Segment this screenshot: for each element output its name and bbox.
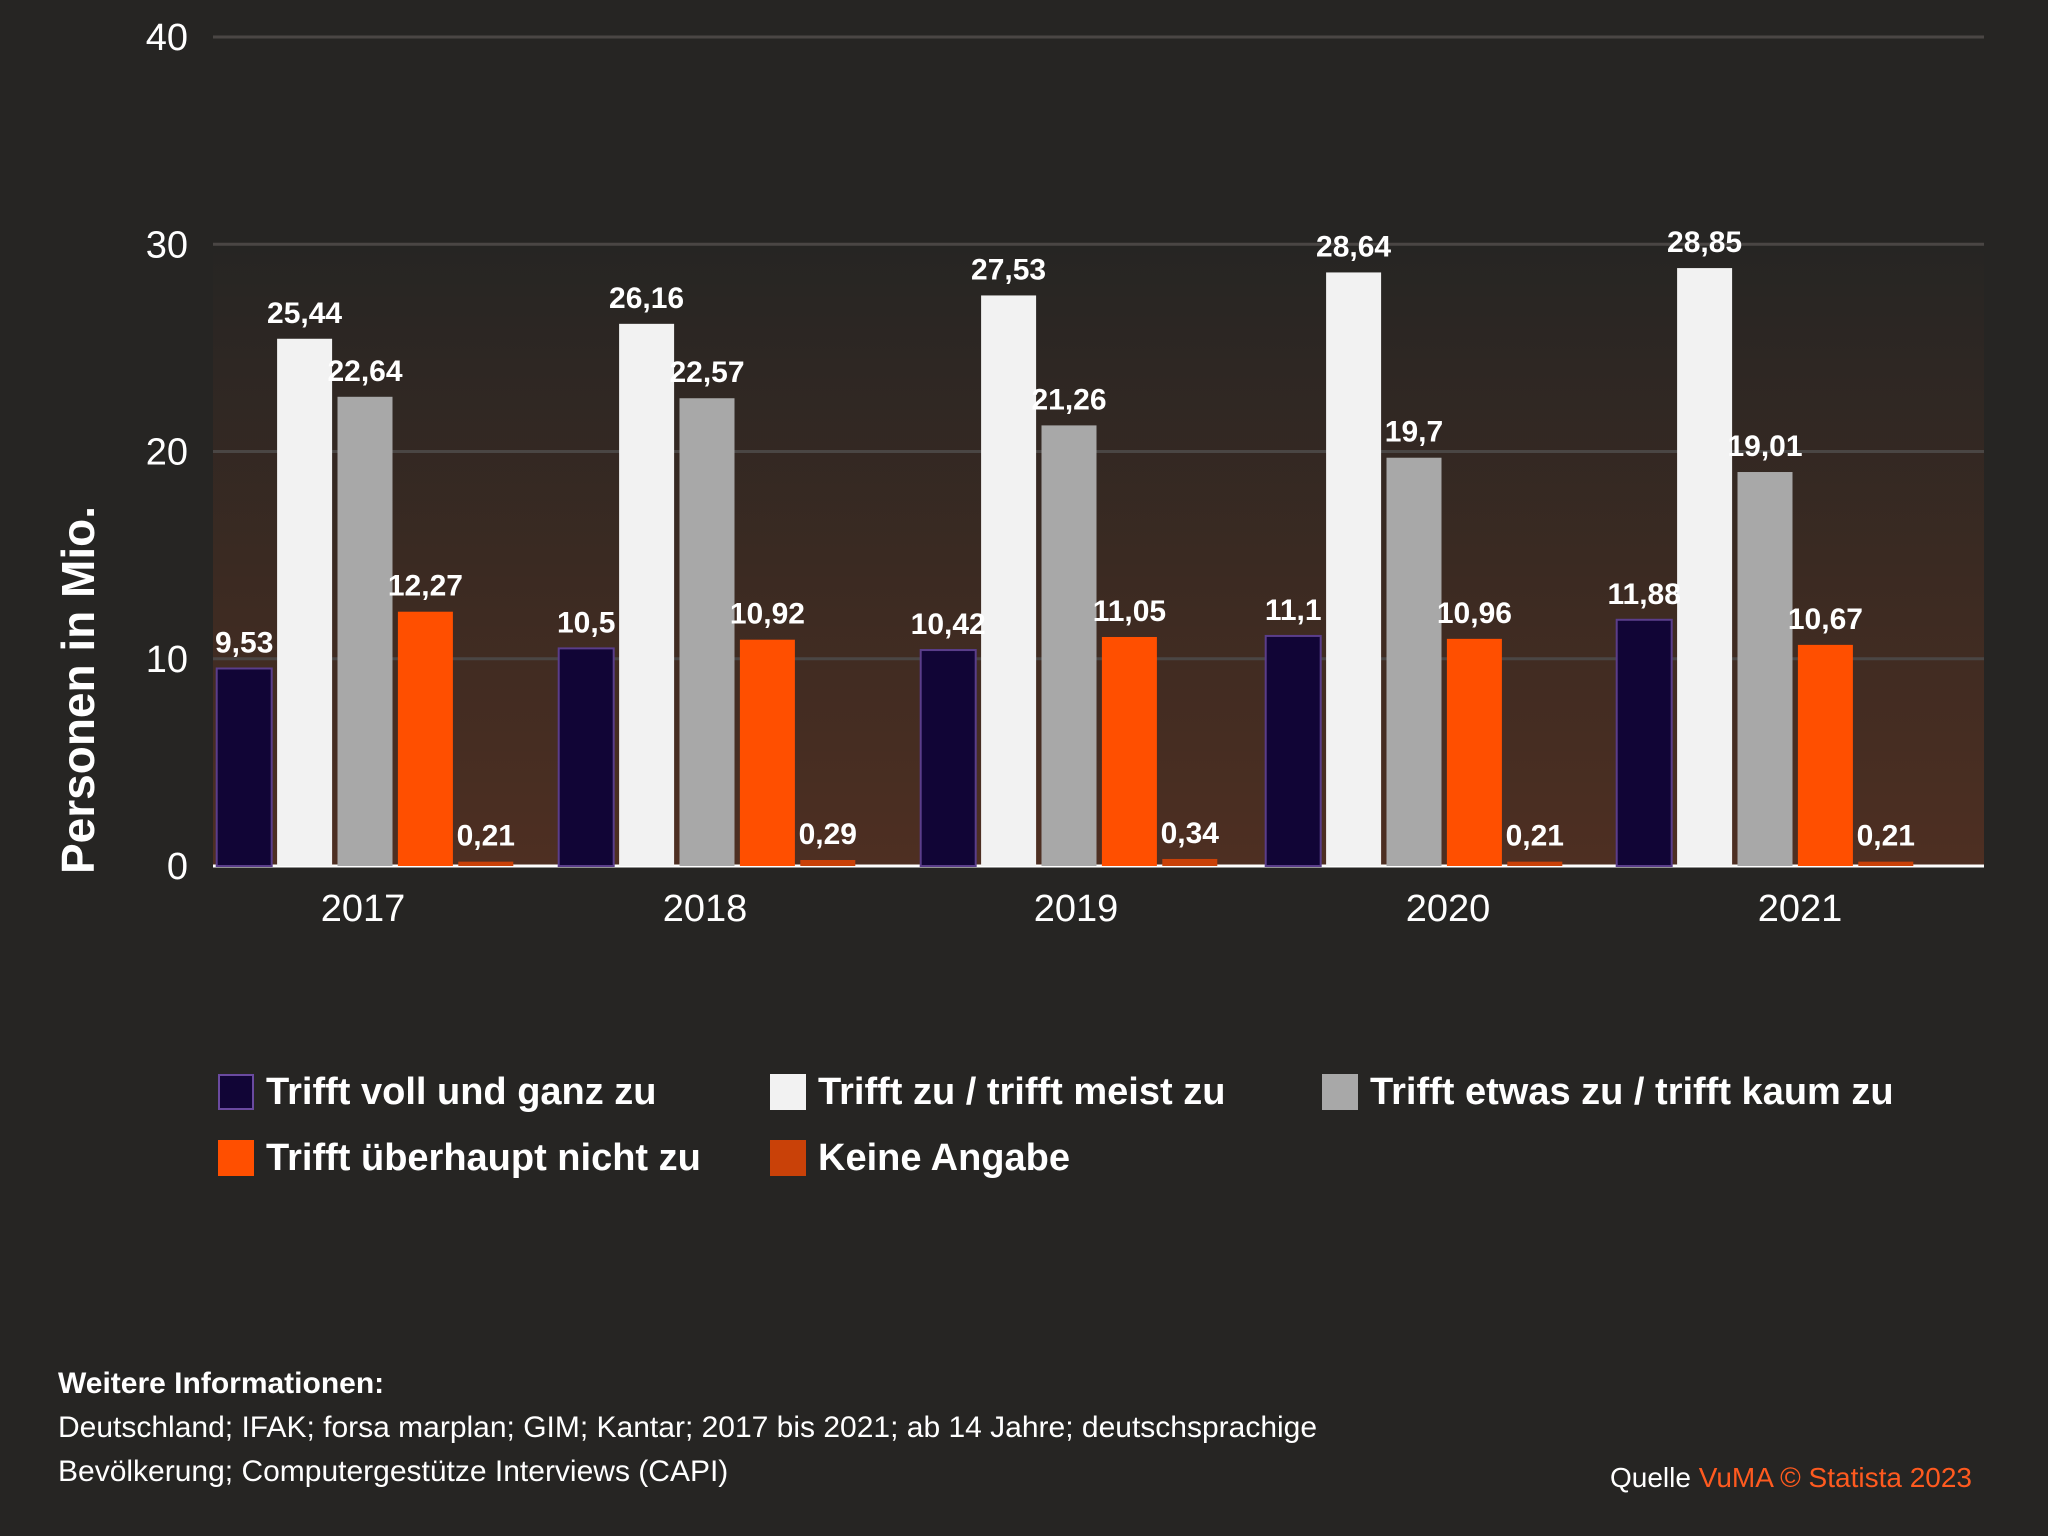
data-label-2021-series-2: 28,85	[1667, 226, 1742, 259]
bar-2018-series-3	[679, 398, 735, 866]
data-label-2017-series-1: 9,53	[215, 626, 273, 659]
y-axis-title: Personen in Mio.	[52, 506, 104, 874]
bar-2021-series-2	[1677, 268, 1733, 866]
source: Quelle VuMA © Statista 2023	[1610, 1462, 1972, 1494]
bar-2017-series-4	[397, 611, 453, 866]
bar-2021-series-5	[1858, 861, 1914, 866]
bar-2019-series-3	[1041, 425, 1097, 866]
data-label-2020-series-4: 10,96	[1437, 597, 1512, 630]
data-label-2020-series-1: 11,1	[1265, 594, 1322, 627]
bar-2019-series-5	[1162, 858, 1218, 866]
legend-item-1: Trifft voll und ganz zu	[218, 1070, 770, 1114]
legend-swatch	[770, 1140, 806, 1176]
legend: Trifft voll und ganz zu Trifft zu / triff…	[218, 1070, 1978, 1180]
legend-item-2: Trifft zu / trifft meist zu	[770, 1070, 1322, 1114]
legend-label: Keine Angabe	[818, 1136, 1070, 1179]
y-tick-label: 20	[146, 432, 188, 474]
bar-2021-series-3	[1737, 472, 1793, 866]
bar-2020-series-4	[1446, 638, 1502, 866]
info-text-line-1: Deutschland; IFAK; forsa marplan; GIM; K…	[58, 1411, 1318, 1444]
legend-label: Trifft voll und ganz zu	[266, 1070, 657, 1113]
bar-2020-series-3	[1386, 457, 1442, 866]
data-label-2019-series-2: 27,53	[971, 253, 1046, 286]
data-label-2021-series-3: 19,01	[1727, 430, 1802, 463]
data-label-2019-series-1: 10,42	[911, 608, 986, 641]
bar-2021-series-1	[1615, 618, 1673, 867]
data-label-2021-series-4: 10,67	[1788, 603, 1863, 636]
data-label-2019-series-5: 0,34	[1161, 817, 1220, 850]
data-label-2020-series-5: 0,21	[1506, 820, 1564, 853]
bar-2018-series-4	[739, 639, 795, 866]
legend-item-5: Keine Angabe	[770, 1136, 1322, 1180]
data-label-2018-series-2: 26,16	[609, 282, 684, 315]
bar-2021-series-4	[1797, 644, 1853, 866]
data-label-2017-series-4: 12,27	[388, 570, 463, 603]
bar-2017-series-5	[458, 861, 514, 866]
bar-2020-series-5	[1507, 861, 1563, 866]
legend-swatch	[770, 1074, 806, 1110]
bar-chart: 9,53 25,44 22,64 12,27 0,21 10,5 26,16 22,57 10,…	[52, 17, 1984, 930]
legend-label: Trifft überhaupt nicht zu	[266, 1136, 701, 1179]
bars	[215, 268, 1914, 868]
legend-item-3: Trifft etwas zu / trifft kaum zu	[1322, 1070, 1922, 1114]
data-label-2020-series-2: 28,64	[1316, 230, 1391, 263]
x-tick-label-2020: 2020	[1406, 888, 1491, 930]
data-label-2021-series-5: 0,21	[1857, 820, 1915, 853]
data-label-2018-series-1: 10,5	[557, 606, 615, 639]
bar-2018-series-1	[557, 647, 615, 868]
data-labels: 9,53 25,44 22,64 12,27 0,21 10,5 26,16 22,57 10,…	[215, 226, 1915, 853]
data-label-2021-series-1: 11,88	[1607, 578, 1680, 611]
bar-2018-series-5	[800, 859, 856, 866]
data-label-2018-series-5: 0,29	[799, 818, 857, 851]
bar-2017-series-1	[215, 667, 273, 867]
data-label-2020-series-3: 19,7	[1385, 416, 1443, 449]
legend-item-4: Trifft überhaupt nicht zu	[218, 1136, 770, 1180]
source-prefix: Quelle	[1609, 1462, 1691, 1493]
further-information: Weitere Informationen: Deutschland; IFAK…	[58, 1362, 1458, 1494]
data-label-2017-series-5: 0,21	[457, 820, 515, 853]
y-tick-label: 30	[146, 224, 188, 266]
x-tick-label-2021: 2021	[1758, 888, 1843, 930]
bar-2018-series-2	[619, 323, 675, 867]
source-link[interactable]: VuMA © Statista 2023	[1698, 1462, 1972, 1493]
data-label-2017-series-2: 25,44	[267, 297, 342, 330]
data-label-2018-series-3: 22,57	[669, 356, 744, 389]
y-tick-label: 0	[167, 846, 188, 888]
bar-2017-series-2	[277, 338, 333, 867]
legend-label: Trifft etwas zu / trifft kaum zu	[1370, 1070, 1894, 1113]
data-label-2018-series-4: 10,92	[730, 598, 805, 631]
bar-2019-series-1	[919, 649, 977, 867]
info-text-line-2: Bevölkerung; Computergestütze Interviews…	[58, 1455, 729, 1488]
data-label-2017-series-3: 22,64	[327, 355, 402, 388]
bar-2017-series-3	[337, 396, 393, 866]
tick-labels: 0 10 20 30 40 2017 2018 2019 2020 2021	[146, 17, 1843, 930]
data-label-2019-series-3: 21,26	[1031, 383, 1106, 416]
bar-2020-series-2	[1326, 272, 1382, 866]
legend-swatch	[218, 1074, 254, 1110]
y-tick-label: 10	[146, 639, 188, 681]
x-tick-label-2019: 2019	[1034, 888, 1119, 930]
bar-2019-series-4	[1101, 636, 1157, 866]
y-tick-label: 40	[146, 17, 188, 59]
x-tick-label-2018: 2018	[663, 888, 748, 930]
legend-label: Trifft zu / trifft meist zu	[818, 1070, 1226, 1113]
bar-2019-series-2	[981, 295, 1037, 866]
bar-2020-series-1	[1264, 634, 1322, 868]
info-title: Weitere Informationen:	[58, 1367, 385, 1400]
legend-swatch	[218, 1140, 254, 1176]
legend-swatch	[1322, 1074, 1358, 1110]
x-tick-label-2017: 2017	[321, 888, 406, 930]
data-label-2019-series-4: 11,05	[1093, 595, 1166, 628]
